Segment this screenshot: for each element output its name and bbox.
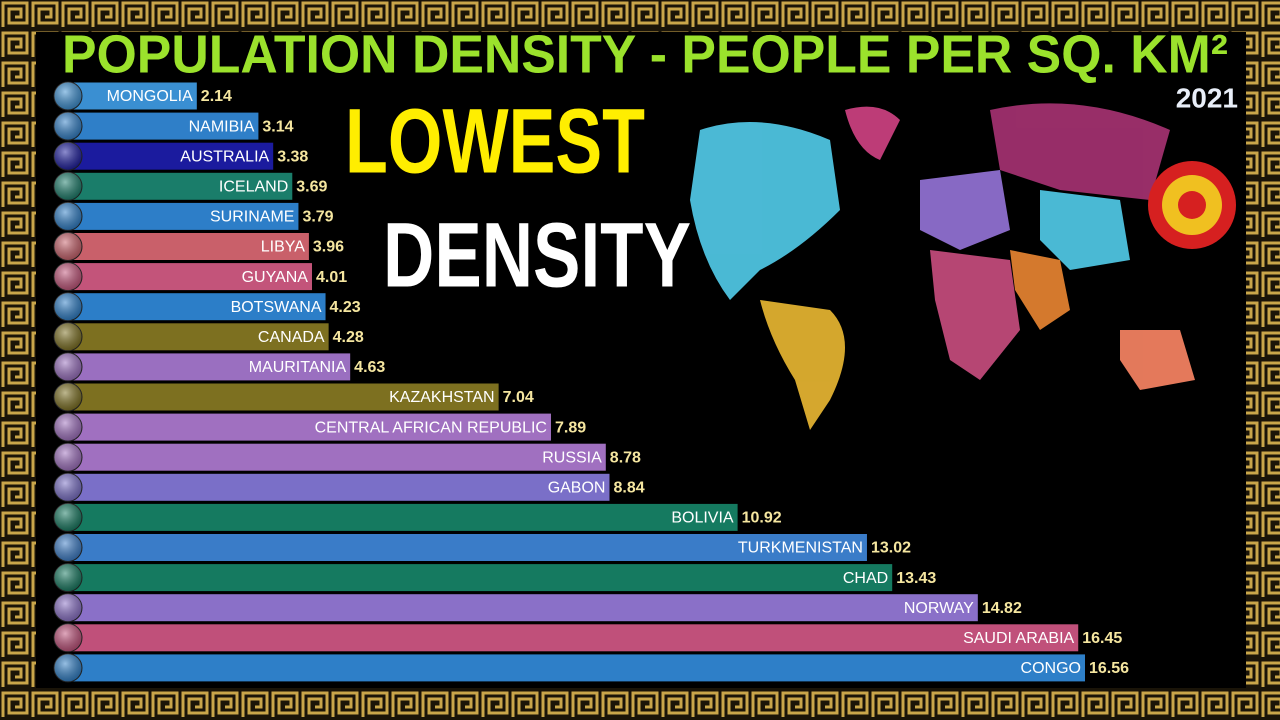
value-label: 4.28 [333,329,364,346]
flag-shine [54,413,82,442]
bar-label: KAZAKHSTAN [389,389,495,406]
value-label: 3.96 [313,239,344,256]
bar [65,624,1079,652]
flag-shine [54,112,82,141]
bar-label: CENTRAL AFRICAN REPUBLIC [315,419,547,436]
bar [65,82,197,110]
bar [65,473,610,501]
bar-label: BOLIVIA [671,510,734,527]
flag-shine [54,383,82,411]
bar [65,413,551,441]
bar-label: LIBYA [261,239,306,256]
bar-label: CONGO [1021,660,1081,677]
flag-shine [54,533,82,562]
annotation: DENSITY [383,204,691,306]
value-label: 4.63 [354,359,385,376]
bar-label: ICELAND [219,179,288,196]
bar [65,233,309,260]
value-label: 2.14 [201,88,232,105]
bar-label: MAURITANIA [249,359,347,376]
value-label: 8.84 [613,480,644,497]
bar-label: BOTSWANA [231,299,322,316]
flag-shine [54,262,82,291]
bar [65,594,978,622]
flag-shine [54,503,82,532]
bar [65,142,274,170]
bar [65,202,299,230]
bar-label: GABON [548,480,606,497]
bar [65,564,893,592]
bar-label: NAMIBIA [189,118,255,135]
value-label: 3.38 [277,148,308,165]
value-label: 13.43 [896,570,936,587]
value-label: 4.23 [330,299,361,316]
value-label: 3.14 [262,118,293,135]
flag-shine [54,473,82,502]
bar [65,383,499,411]
bar-label: AUSTRALIA [180,148,269,165]
value-label: 3.69 [296,179,327,196]
value-label: 16.45 [1082,630,1122,647]
bar [65,654,1085,682]
chart-title: POPULATION DENSITY - PEOPLE PER SQ. KM² [62,24,1228,84]
flag-shine [54,172,82,201]
bar [65,443,606,471]
flag-shine [54,322,82,351]
bar-label: RUSSIA [542,449,602,466]
value-label: 14.82 [982,600,1022,617]
value-label: 7.89 [555,419,586,436]
flag-shine [54,593,82,622]
world-map [690,103,1195,430]
bar-label: CANADA [258,329,325,346]
flag-shine [54,563,82,592]
flag-shine [54,82,82,110]
bar-label: SAUDI ARABIA [963,630,1074,647]
year: 2021 [1176,82,1238,113]
bar-label: TURKMENISTAN [738,540,863,557]
flag-shine [54,623,82,652]
value-label: 4.01 [316,269,347,286]
flag-shine [54,352,82,381]
value-label: 10.92 [742,510,782,527]
flag-shine [54,443,82,472]
bar-label: CHAD [843,570,888,587]
bar [65,353,351,381]
bar-label: SURINAME [210,209,294,226]
bar-label: NORWAY [904,600,974,617]
value-label: 13.02 [871,540,911,557]
bar [65,293,326,321]
annotation: LOWEST [345,90,645,192]
value-label: 16.56 [1089,660,1129,677]
flag-shine [54,142,82,171]
bar-label: GUYANA [242,269,309,286]
bar [65,534,867,561]
bar [65,503,738,531]
bar [65,172,293,200]
value-label: 8.78 [610,449,641,466]
logo [1148,161,1236,249]
flag-shine [54,202,82,231]
flag-shine [54,292,82,321]
flag-shine [54,653,82,682]
flag-shine [54,232,82,261]
bar-label: MONGOLIA [107,88,194,105]
bar [65,112,259,140]
bar [65,323,329,351]
value-label: 3.79 [302,209,333,226]
bar [65,263,312,291]
value-label: 7.04 [503,389,534,406]
